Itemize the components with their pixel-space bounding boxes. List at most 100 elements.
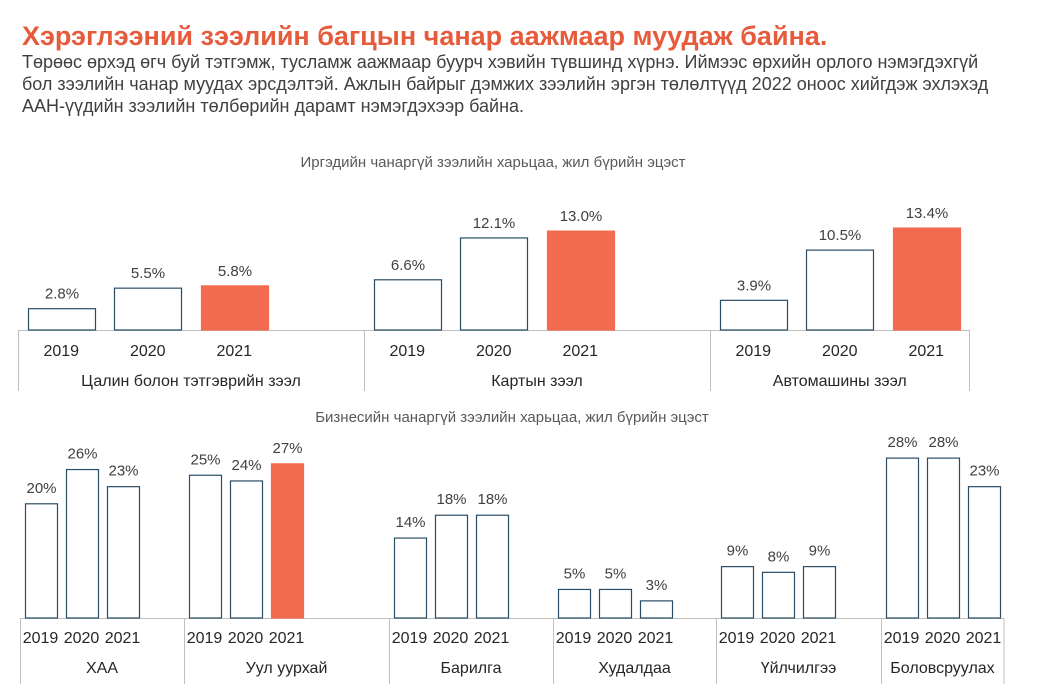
page-subtitle: Төрөөс өрхэд өгч буй тэтгэмж, тусламж аа… [22, 51, 988, 117]
bar-2019 [27, 308, 97, 331]
value-label-2019: 5% [564, 565, 586, 582]
bar-group: 28% 2019 28% 2020 23% 2021 Боловсруулах [881, 434, 1002, 684]
value-label-2019: 6.6% [391, 257, 425, 274]
value-label-2021: 27% [272, 440, 302, 457]
bar-2019 [373, 279, 443, 331]
bar-group: 25% 2019 24% 2020 27% 2021 Уул уурхай [184, 440, 328, 684]
value-label-2020: 10.5% [819, 227, 862, 244]
subtitle-line: ААН-үүдийн зээлийн төлбөрийн дарамт нэмэ… [22, 96, 525, 116]
bar-2020 [434, 514, 469, 619]
bar-2020 [65, 468, 100, 619]
business-npl-chart: Бизнесийн чанаргүй зээлийн харьцаа, жил … [20, 409, 1005, 684]
bar-2019 [393, 537, 428, 619]
year-label-2020: 2020 [130, 343, 166, 360]
bar-2020 [926, 457, 961, 619]
bar-2021 [106, 486, 141, 619]
year-label-2021: 2021 [966, 630, 1002, 647]
value-label-2020: 12.1% [473, 215, 516, 232]
value-label-2019: 25% [190, 451, 220, 468]
bar-2021 [475, 514, 510, 619]
value-label-2019: 14% [395, 514, 425, 531]
year-label-2020: 2020 [822, 343, 858, 360]
bar-group: 20% 2019 26% 2020 23% 2021 ХАА [20, 446, 141, 684]
value-label-2021: 3% [646, 577, 668, 594]
year-label-2021: 2021 [801, 630, 837, 647]
value-label-2020: 5% [605, 565, 627, 582]
bar-2021 [200, 285, 270, 331]
value-label-2021: 9% [809, 543, 831, 560]
category-label: Цалин болон тэтгэврийн зээл [81, 373, 301, 390]
value-label-2020: 24% [231, 457, 261, 474]
value-label-2020: 8% [768, 548, 790, 565]
value-label-2020: 28% [928, 434, 958, 451]
category-label: Автомашины зээл [773, 373, 907, 390]
value-label-2019: 3.9% [737, 277, 771, 294]
category-label: Худалдаа [598, 660, 671, 677]
year-label-2021: 2021 [269, 630, 305, 647]
bar-2019 [719, 299, 789, 331]
page-title: Хэрэглээний зээлийн багцын чанар аажмаар… [22, 21, 828, 51]
bar-2019 [188, 474, 223, 619]
category-label: Уул уурхай [246, 660, 328, 677]
year-label-2019: 2019 [43, 343, 79, 360]
bar-2021 [967, 486, 1002, 619]
bar-2019 [720, 566, 755, 619]
subtitle-line: Төрөөс өрхэд өгч буй тэтгэмж, тусламж аа… [22, 52, 979, 72]
value-label-2021: 13.0% [560, 208, 603, 225]
bar-2021 [802, 566, 837, 619]
bar-2021 [892, 227, 962, 331]
year-label-2021: 2021 [562, 343, 598, 360]
subtitle-line: бол зээлийн чанар муудах эрсдэлтэй. Ажлы… [22, 74, 989, 94]
year-label-2019: 2019 [556, 630, 592, 647]
bar-2021 [639, 600, 674, 619]
bar-2021 [270, 463, 305, 619]
year-label-2019: 2019 [187, 630, 223, 647]
year-label-2020: 2020 [476, 343, 512, 360]
year-label-2019: 2019 [389, 343, 425, 360]
value-label-2021: 5.8% [218, 263, 252, 280]
chart-title: Иргэдийн чанаргүй зээлийн харьцаа, жил б… [300, 154, 685, 171]
bar-group: 2.8% 2019 5.5% 2020 5.8% 2021 Цалин болон тэтг… [18, 263, 301, 391]
bar-2020 [229, 480, 264, 619]
bar-group: 5% 2019 5% 2020 3% 2021 Худалдаа [553, 565, 674, 684]
year-label-2021: 2021 [474, 630, 510, 647]
year-label-2021: 2021 [908, 343, 944, 360]
value-label-2021: 13.4% [906, 205, 949, 222]
bar-2020 [113, 287, 183, 331]
bar-2020 [459, 237, 529, 331]
year-label-2021: 2021 [216, 343, 252, 360]
year-label-2019: 2019 [884, 630, 920, 647]
value-label-2020: 5.5% [131, 265, 165, 282]
bar-group: 9% 2019 8% 2020 9% 2021 Үйлчилгээ [716, 543, 837, 684]
year-label-2020: 2020 [228, 630, 264, 647]
year-label-2020: 2020 [433, 630, 469, 647]
bar-2019 [557, 588, 592, 619]
category-label: Боловсруулах [890, 660, 994, 677]
year-label-2020: 2020 [760, 630, 796, 647]
bar-2019 [24, 503, 59, 619]
category-label: ХАА [86, 660, 118, 677]
category-label: Барилга [441, 660, 502, 677]
year-label-2019: 2019 [23, 630, 59, 647]
year-label-2019: 2019 [719, 630, 755, 647]
value-label-2019: 9% [727, 543, 749, 560]
value-label-2020: 18% [436, 491, 466, 508]
value-label-2020: 26% [67, 446, 97, 463]
year-label-2021: 2021 [638, 630, 674, 647]
year-label-2021: 2021 [105, 630, 141, 647]
bar-group: 6.6% 2019 12.1% 2020 13.0% 2021 Картын зээл [364, 208, 616, 391]
value-label-2021: 18% [477, 491, 507, 508]
bar-2019 [885, 457, 920, 619]
value-label-2021: 23% [108, 463, 138, 480]
bar-2020 [761, 571, 796, 619]
chart-title: Бизнесийн чанаргүй зээлийн харьцаа, жил … [315, 409, 709, 426]
value-label-2019: 2.8% [45, 286, 79, 303]
bar-group: 14% 2019 18% 2020 18% 2021 Барилга [389, 491, 510, 684]
value-label-2019: 28% [887, 434, 917, 451]
year-label-2019: 2019 [392, 630, 428, 647]
value-label-2019: 20% [26, 480, 56, 497]
bar-2020 [598, 588, 633, 619]
bar-2020 [805, 249, 875, 331]
